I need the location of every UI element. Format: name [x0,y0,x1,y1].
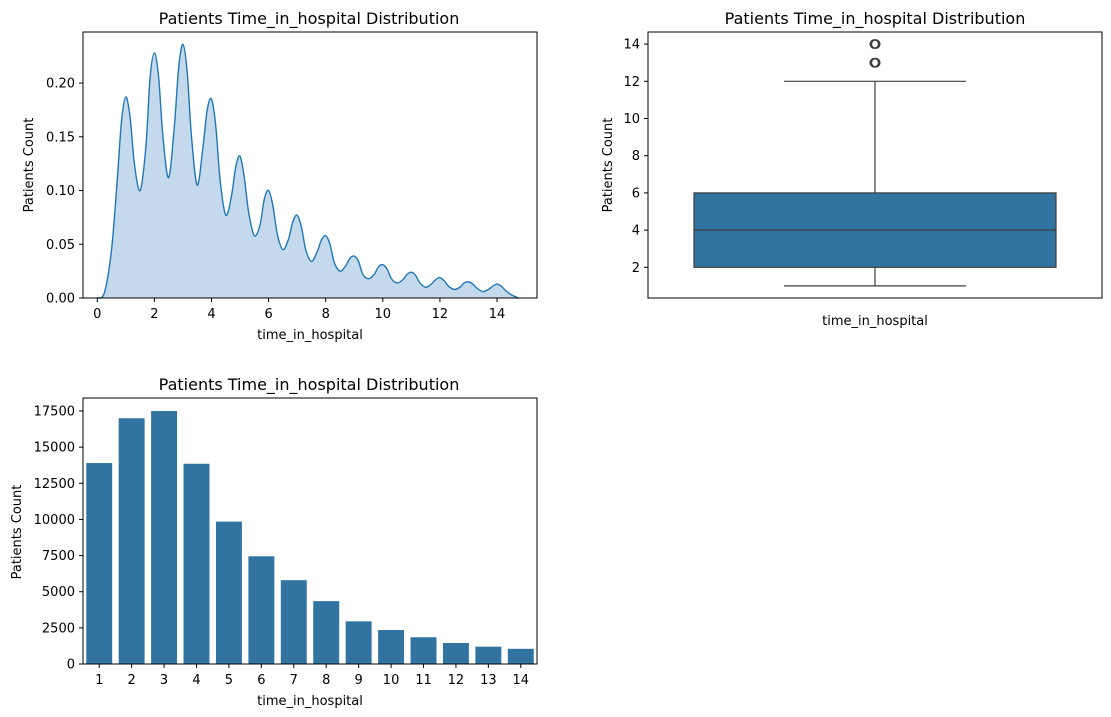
kde-panel: Patients Time_in_hospital Distribution 0… [22,9,538,343]
kde-x-ticks: 0 2 4 6 8 10 12 14 [93,298,505,322]
kde-y-tick-label: 0.20 [46,77,75,92]
bar-rect [86,463,113,664]
kde-x-tick-label: 10 [375,307,392,322]
box-y-tick-label: 12 [623,75,640,90]
kde-y-tick-label: 0.00 [46,292,75,307]
bar-y-tick-label: 17500 [34,405,75,420]
kde-axes-frame [82,31,538,299]
bar-x-tick-label: 9 [355,673,363,688]
bar-rect [248,556,275,664]
kde-x-tick-label: 14 [489,307,506,322]
box-y-tick-label: 4 [632,224,640,239]
bar-rect [280,580,307,664]
box-y-tick-label: 6 [632,186,640,201]
kde-fill-layer [97,44,519,299]
bar-y-tick-label: 15000 [34,441,75,456]
bar-panel: Patients Time_in_hospital Distribution 1… [10,375,538,709]
kde-line-layer [96,43,519,299]
kde-x-label: time_in_hospital [257,328,363,343]
kde-y-tick-label: 0.15 [46,130,75,145]
bar-y-tick-label: 12500 [34,477,75,492]
bar-rect [410,637,437,664]
box-y-tick-label: 8 [632,149,640,164]
bar-y-tick-label: 2500 [42,621,75,636]
bar-y-label: Patients Count [10,485,25,580]
kde-x-tick-label: 4 [207,307,215,322]
kde-density-line [96,43,519,299]
bar-x-label: time_in_hospital [257,694,363,709]
kde-y-label: Patients Count [22,118,37,213]
kde-title: Patients Time_in_hospital Distribution [159,9,460,29]
bar-x-tick-label: 12 [448,673,465,688]
kde-area-fill [97,44,519,299]
bar-axes-frame [82,397,538,665]
bar-rect [345,621,372,664]
bar-rect [151,411,178,664]
bar-title: Patients Time_in_hospital Distribution [159,375,460,395]
bar-x-tick-label: 8 [322,673,330,688]
bar-rect [313,601,340,664]
bar-y-tick-label: 10000 [34,513,75,528]
bar-rect [118,418,145,664]
kde-y-ticks: 0.00 0.05 0.10 0.15 0.20 [46,77,83,307]
bar-x-tick-label: 10 [383,673,400,688]
kde-y-tick-label: 0.10 [46,184,75,199]
box-outlier-point [870,57,881,68]
bar-rect [183,463,210,664]
box-title: Patients Time_in_hospital Distribution [725,9,1026,29]
bar-x-ticks: 1 2 3 4 5 6 7 8 9 10 11 12 13 14 [95,664,529,688]
bar-x-tick-label: 1 [95,673,103,688]
box-y-ticks: 2 4 6 8 10 12 14 [623,38,648,276]
bar-rect [442,643,469,664]
bar-x-tick-label: 11 [415,673,432,688]
bar-y-tick-label: 5000 [42,585,75,600]
bar-x-tick-label: 6 [257,673,265,688]
box-marks-layer [693,39,1057,287]
bar-rect [475,646,502,664]
kde-x-tick-label: 8 [322,307,330,322]
box-y-tick-label: 2 [632,261,640,276]
kde-x-tick-label: 12 [432,307,449,322]
bar-y-tick-label: 0 [67,658,75,673]
bar-x-tick-label: 14 [513,673,530,688]
box-panel: Patients Time_in_hospital Distribution 2… [601,9,1103,329]
bar-y-tick-label: 7500 [42,549,75,564]
bar-rect [507,648,534,664]
bar-x-tick-label: 3 [160,673,168,688]
box-y-label: Patients Count [601,118,616,213]
bar-x-tick-label: 4 [192,673,200,688]
box-y-tick-label: 14 [623,38,640,53]
bar-y-ticks: 0 2500 5000 7500 10000 12500 15000 17500 [34,405,83,673]
bar-x-tick-label: 2 [128,673,136,688]
kde-x-tick-label: 2 [150,307,158,322]
kde-x-tick-label: 6 [264,307,272,322]
bar-rect [378,630,405,664]
kde-y-tick-label: 0.05 [46,238,75,253]
bar-x-tick-label: 5 [225,673,233,688]
kde-x-tick-label: 0 [93,307,101,322]
bar-x-tick-label: 7 [290,673,298,688]
box-axes-frame [647,31,1103,299]
box-outlier-point [870,39,881,50]
bar-x-tick-label: 13 [480,673,497,688]
bar-bars-layer [86,411,534,664]
bar-rect [215,521,242,664]
box-y-tick-label: 10 [623,112,640,127]
box-x-label: time_in_hospital [822,314,928,329]
